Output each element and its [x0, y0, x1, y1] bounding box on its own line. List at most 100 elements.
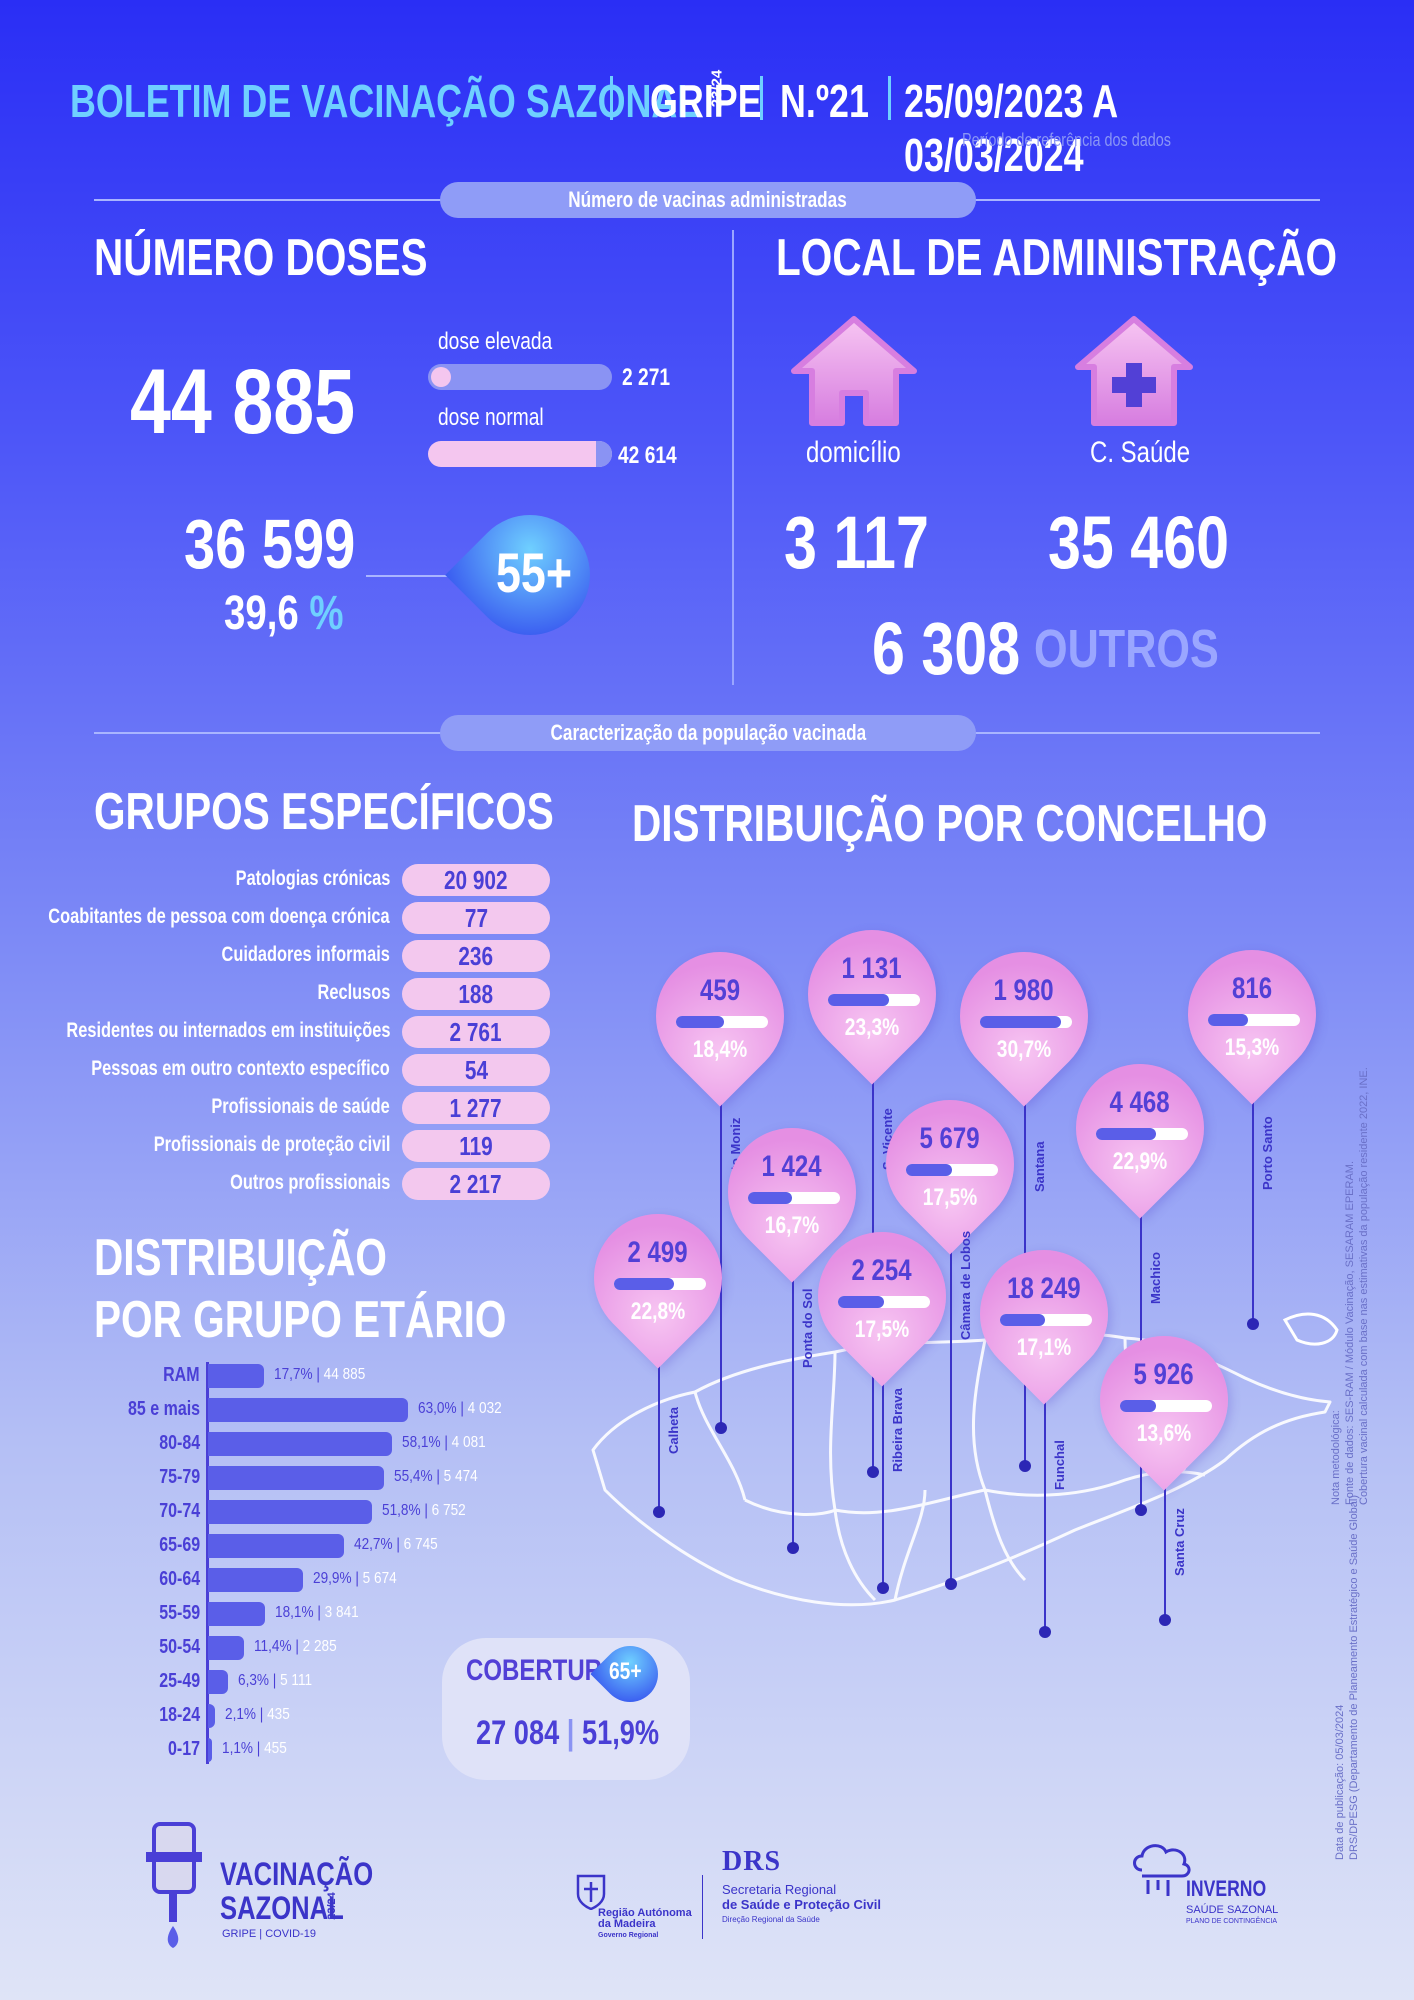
normal-dose-label: dose normal	[438, 404, 544, 431]
age-label: 55-59	[159, 1602, 200, 1624]
vacc-logo-1: VACINAÇÃO	[220, 1856, 374, 1892]
group-row: Outros profissionais 2 217	[70, 1168, 550, 1200]
coverage-values: 27 084 | 51,9%	[476, 1714, 660, 1752]
pin-value: 5 679	[919, 1122, 981, 1155]
age-row: 70-74 51,8% | 6 752	[120, 1498, 520, 1526]
municipality-name: Santa Cruz	[1172, 1508, 1187, 1576]
group-label: Outros profissionais	[229, 1171, 390, 1194]
pub-note-2: DRS/DPESG (Departamento de Planeamento E…	[1348, 1494, 1360, 1860]
group-label: Patologias crónicas	[235, 867, 390, 890]
age-label: 25-49	[159, 1670, 200, 1692]
group-value: 2 217	[402, 1168, 550, 1200]
municipality-name: Calheta	[666, 1407, 681, 1454]
pin-dot	[945, 1578, 957, 1590]
municipality-name: Funchal	[1052, 1440, 1067, 1490]
age-row: 85 e mais 63,0% | 4 032	[120, 1396, 520, 1424]
pin-value: 459	[699, 974, 741, 1007]
age-bar	[208, 1432, 393, 1456]
pin-pct: 18,4%	[692, 1036, 748, 1063]
group-label: Cuidadores informais	[221, 943, 390, 966]
age-label: 70-74	[159, 1500, 200, 1522]
municipality-pin: 2 499 22,8%	[567, 1187, 749, 1374]
pin-dot	[877, 1582, 889, 1594]
groups-title: GRUPOS ESPECÍFICOS	[94, 783, 554, 841]
pin-pct: 17,5%	[854, 1316, 910, 1343]
vaccine-type: GRIPE	[650, 75, 762, 127]
bulletin-title: BOLETIM DE VACINAÇÃO SAZONAL	[70, 75, 700, 127]
vacc-logo-sub: GRIPE | COVID-19	[222, 1928, 316, 1940]
age-bar	[208, 1534, 344, 1558]
age-bar	[208, 1398, 408, 1422]
age-row: 25-49 6,3% | 5 111	[120, 1668, 520, 1696]
pin-bar	[1208, 1014, 1300, 1026]
municipality-name: Ribeira Brava	[890, 1388, 905, 1472]
municipality-name: Câmara de Lobos	[958, 1230, 973, 1340]
age-row: 18-24 2,1% | 435	[120, 1702, 520, 1730]
drs-logo: DRS	[722, 1846, 782, 1877]
age-values: 18,1% | 3 841	[275, 1604, 360, 1621]
pin-value: 5 926	[1133, 1358, 1195, 1391]
pin-value: 816	[1231, 972, 1273, 1005]
section-vaccines: Número de vacinas administradas	[440, 182, 976, 218]
age-label: 50-54	[159, 1636, 200, 1658]
madeira-crest-icon	[576, 1874, 606, 1910]
municipality-pin: 1 980 30,7%	[933, 925, 1115, 1112]
age-row: 0-17 1,1% | 455	[120, 1736, 520, 1764]
region-logo: Região Autónoma da Madeira Governo Regiona…	[598, 1907, 692, 1940]
municipalities-title: DISTRIBUIÇÃO POR CONCELHO	[632, 795, 1268, 853]
age-row: 80-84 58,1% | 4 081	[120, 1430, 520, 1458]
pin-bar	[614, 1278, 706, 1290]
group-row: Reclusos 188	[70, 978, 550, 1010]
age-values: 63,0% | 4 032	[418, 1400, 502, 1417]
pin-dot	[1135, 1504, 1147, 1516]
cloud-rain-icon	[1133, 1844, 1191, 1896]
municipality-name: Porto Santo	[1260, 1116, 1275, 1190]
pin-dot	[787, 1542, 799, 1554]
pin-value: 1 980	[993, 974, 1055, 1007]
age55-pct: 39,6 %	[224, 587, 344, 640]
pin-dot	[1247, 1318, 1259, 1330]
age-bar	[208, 1466, 384, 1490]
group-label: Profissionais de proteção civil	[153, 1133, 390, 1156]
section-population: Caracterização da população vacinada	[440, 715, 976, 751]
municipality-pin: 18 249 17,1%	[953, 1223, 1135, 1410]
age-bar	[208, 1738, 212, 1762]
pin-stem	[1164, 1486, 1166, 1620]
pin-dot	[715, 1422, 727, 1434]
age-row: 50-54 11,4% | 2 285	[120, 1634, 520, 1662]
pin-value: 2 254	[851, 1254, 913, 1287]
pin-bar	[906, 1164, 998, 1176]
local-title: LOCAL DE ADMINISTRAÇÃO	[776, 229, 1338, 287]
winter-logo-3: PLANO DE CONTINGÊNCIA	[1186, 1918, 1278, 1925]
age55-badge: 55+	[496, 541, 572, 604]
municipality-pin: 5 926 13,6%	[1073, 1309, 1255, 1496]
age-label: 85 e mais	[127, 1398, 200, 1420]
group-label: Profissionais de saúde	[211, 1095, 390, 1118]
group-value: 2 761	[402, 1016, 550, 1048]
pin-bar	[828, 994, 920, 1006]
pin-bar	[1096, 1128, 1188, 1140]
pin-value: 4 468	[1109, 1086, 1171, 1119]
vertical-divider	[732, 230, 734, 685]
group-value: 119	[402, 1130, 550, 1162]
age-values: 58,1% | 4 081	[402, 1434, 487, 1451]
bulletin-number: N.º21	[780, 75, 869, 127]
high-dose-label: dose elevada	[438, 328, 553, 355]
age-bar	[208, 1500, 373, 1524]
method-note-3: Cobertura vacinal calculada com base nas…	[1358, 1067, 1370, 1505]
header-divider	[888, 76, 891, 120]
age-bar	[208, 1704, 215, 1728]
group-value: 54	[402, 1054, 550, 1086]
group-label: Coabitantes de pessoa com doença crónica	[48, 905, 390, 928]
municipality-name: Machico	[1148, 1251, 1163, 1304]
age-label: 65-69	[159, 1534, 200, 1556]
pin-pct: 30,7%	[996, 1036, 1052, 1063]
age-values: 11,4% | 2 285	[254, 1638, 337, 1655]
municipality-name: Santana	[1032, 1141, 1047, 1192]
pin-dot	[1019, 1460, 1031, 1472]
doses-total: 44 885	[130, 351, 356, 453]
age-values: 2,1% | 435	[224, 1706, 290, 1723]
municipality-pin: 1 131 23,3%	[781, 903, 963, 1090]
age-label: 18-24	[159, 1704, 200, 1726]
winter-logo-1: INVERNO	[1186, 1876, 1267, 1901]
